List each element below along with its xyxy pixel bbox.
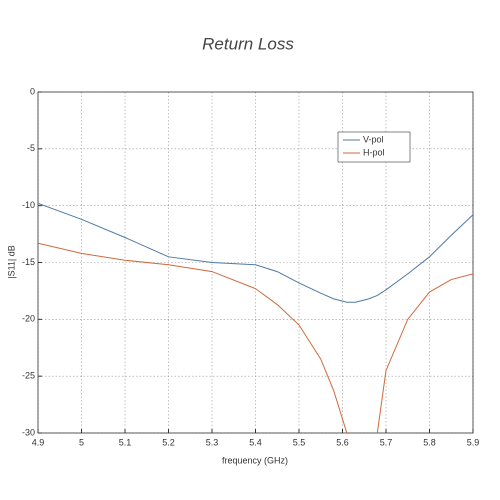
x-tick-label: 4.9: [32, 437, 45, 447]
x-tick-label: 5: [79, 437, 84, 447]
line-series: [38, 242, 473, 433]
x-tick-label: 5.7: [380, 437, 393, 447]
x-tick-label: 5.4: [249, 437, 262, 447]
legend-label: H-pol: [363, 147, 385, 157]
x-tick-label: 5.9: [467, 437, 480, 447]
x-tick-label: 5.2: [162, 437, 175, 447]
x-axis-label: frequency (GHz): [222, 455, 288, 465]
x-tick-label: 5.1: [119, 437, 132, 447]
legend-box: [337, 131, 411, 163]
y-tick-label: 0: [30, 86, 35, 96]
x-tick-label: 5.3: [206, 437, 219, 447]
y-tick-label: -10: [22, 200, 35, 210]
y-tick-label: -15: [22, 257, 35, 267]
chart-title: Return Loss: [202, 34, 294, 53]
y-tick-label: -30: [22, 427, 35, 437]
x-tick-label: 5.8: [423, 437, 436, 447]
y-axis-label: |S11| dB: [6, 245, 16, 279]
legend-label: V-pol: [363, 134, 384, 144]
y-tick-label: -20: [22, 314, 35, 324]
line-series: [38, 202, 473, 303]
y-tick-label: -5: [27, 143, 35, 153]
x-tick-label: 5.5: [293, 437, 306, 447]
x-tick-label: 5.6: [336, 437, 349, 447]
plot-frame: [37, 91, 474, 434]
y-tick-label: -25: [22, 371, 35, 381]
